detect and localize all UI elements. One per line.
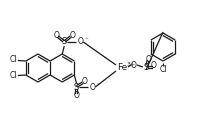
Text: S: S	[62, 38, 67, 46]
Text: O: O	[73, 90, 79, 99]
Text: O: O	[81, 77, 87, 87]
Text: Cl: Cl	[9, 72, 17, 80]
Text: O: O	[146, 55, 152, 63]
Text: Fe: Fe	[117, 63, 127, 72]
Text: Cl: Cl	[9, 55, 17, 65]
Text: O: O	[131, 60, 137, 70]
Text: O: O	[53, 31, 59, 40]
Text: O: O	[77, 38, 83, 46]
Text: S: S	[74, 82, 79, 92]
Text: O: O	[89, 82, 95, 92]
Text: O: O	[69, 31, 75, 40]
Text: ⁻: ⁻	[84, 37, 88, 43]
Text: Cl: Cl	[159, 65, 167, 73]
Text: ⁻: ⁻	[97, 82, 100, 88]
Text: S: S	[143, 63, 149, 72]
Text: O: O	[151, 62, 157, 70]
Text: 3+: 3+	[126, 62, 136, 67]
